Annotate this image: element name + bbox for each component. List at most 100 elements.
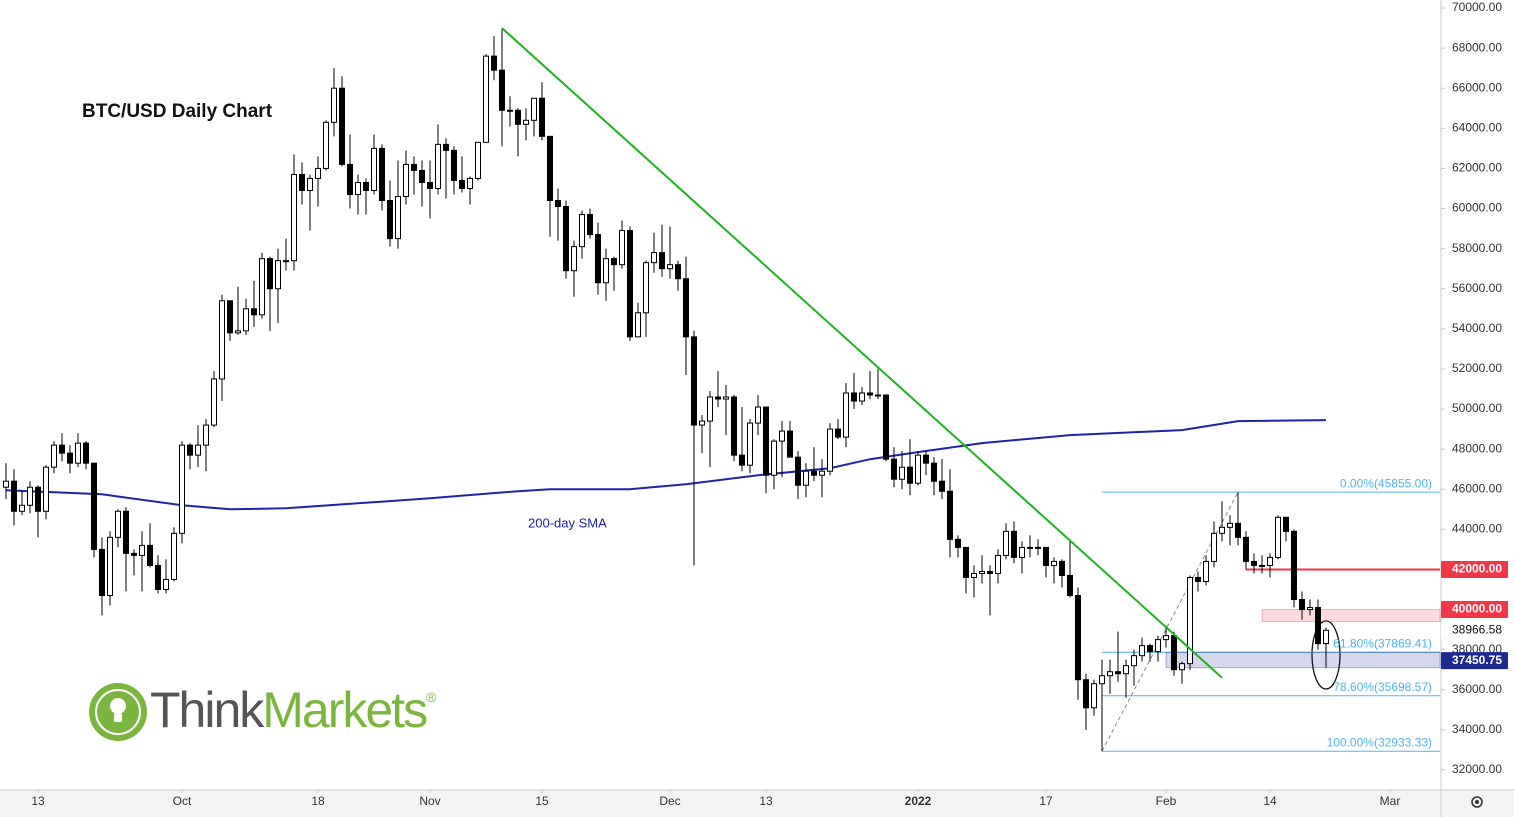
candle-body bbox=[115, 510, 121, 538]
candle-body bbox=[523, 119, 529, 125]
candle-body bbox=[491, 55, 497, 71]
candle-body bbox=[675, 264, 681, 280]
y-tick-label: 32000.00 bbox=[1452, 762, 1502, 776]
settings-icon[interactable] bbox=[1471, 796, 1483, 808]
candle-body bbox=[395, 195, 401, 240]
candle-body bbox=[235, 330, 241, 334]
price-tag-label: 38966.58 bbox=[1452, 622, 1502, 636]
fib-label: 78.60%(35698.57) bbox=[1333, 680, 1432, 694]
x-tick-label: Mar bbox=[1380, 794, 1401, 808]
candle-body bbox=[1187, 576, 1193, 665]
candle-body bbox=[627, 230, 633, 338]
candle-body bbox=[99, 548, 105, 597]
candle-body bbox=[1131, 655, 1137, 667]
candle-body bbox=[1003, 530, 1009, 556]
candle-body bbox=[1163, 635, 1169, 641]
candle-body bbox=[1195, 576, 1201, 582]
logo-markets: Markets bbox=[262, 682, 427, 738]
candle-body bbox=[363, 181, 369, 191]
candle-body bbox=[1283, 516, 1289, 532]
candle-body bbox=[1011, 530, 1017, 558]
candle-body bbox=[1075, 595, 1081, 681]
candle-body bbox=[1267, 556, 1273, 566]
candle-body bbox=[819, 470, 825, 476]
candle-body bbox=[795, 456, 801, 486]
candle-body bbox=[355, 181, 361, 195]
candle-body bbox=[651, 252, 657, 264]
candle-body bbox=[643, 262, 649, 314]
candle-body bbox=[939, 480, 945, 492]
candle-body bbox=[227, 300, 233, 334]
gear-center[interactable] bbox=[1475, 800, 1479, 804]
price-tag-label: 37450.75 bbox=[1452, 653, 1502, 667]
plot: 0.00%(45855.00) 61.80%(37869.41) 78.60%(35… bbox=[3, 27, 1441, 752]
y-tick-label: 60000.00 bbox=[1452, 201, 1502, 215]
candle-body bbox=[1259, 564, 1265, 567]
candle-body bbox=[707, 396, 713, 422]
candle-body bbox=[155, 564, 161, 590]
candle-body bbox=[587, 214, 593, 236]
candle-body bbox=[1043, 546, 1049, 566]
candle-body bbox=[411, 163, 417, 171]
logo-think: Think bbox=[150, 682, 265, 738]
candle-body bbox=[35, 486, 41, 512]
candle-body bbox=[899, 466, 905, 480]
candle-body bbox=[427, 181, 433, 189]
candle-body bbox=[1315, 607, 1321, 645]
logo-bulb-base bbox=[114, 713, 122, 722]
y-tick-label: 56000.00 bbox=[1452, 281, 1502, 295]
y-tick-label: 58000.00 bbox=[1452, 241, 1502, 255]
candle-body bbox=[1275, 516, 1281, 558]
x-tick-label: 18 bbox=[311, 794, 325, 808]
fib-label: 100.00%(32933.33) bbox=[1327, 735, 1432, 749]
candle-body bbox=[203, 424, 209, 446]
candle-body bbox=[827, 428, 833, 472]
candle-body bbox=[387, 200, 393, 240]
candle-body bbox=[875, 394, 881, 397]
price-tag-label: 40000.00 bbox=[1452, 602, 1502, 616]
price-tag bbox=[1441, 560, 1508, 578]
x-tick-label: 14 bbox=[1263, 794, 1277, 808]
candle-body bbox=[907, 466, 913, 484]
candle-body bbox=[307, 177, 313, 191]
price-tag bbox=[1441, 601, 1508, 619]
candle-body bbox=[1035, 546, 1041, 549]
candle-body bbox=[1323, 629, 1329, 645]
candle-body bbox=[883, 394, 889, 460]
candle-body bbox=[291, 173, 297, 262]
candle-body bbox=[403, 163, 409, 197]
level-zone bbox=[1261, 609, 1441, 623]
y-tick-label: 54000.00 bbox=[1452, 321, 1502, 335]
y-tick-label: 70000.00 bbox=[1452, 0, 1502, 14]
candle-body bbox=[611, 258, 617, 266]
candle-body bbox=[139, 544, 145, 556]
candle-body bbox=[555, 200, 561, 208]
y-tick-label: 48000.00 bbox=[1452, 441, 1502, 455]
candle-body bbox=[595, 234, 601, 284]
candle-body bbox=[1307, 607, 1313, 611]
candle-body bbox=[763, 406, 769, 476]
candle-body bbox=[1027, 546, 1033, 549]
candle-body bbox=[515, 109, 521, 125]
gear[interactable] bbox=[1471, 796, 1483, 808]
candle-body bbox=[275, 260, 281, 290]
candle-body bbox=[715, 396, 721, 400]
candle-body bbox=[187, 444, 193, 456]
y-tick-label: 64000.00 bbox=[1452, 120, 1502, 134]
candle-body bbox=[1251, 560, 1257, 566]
candle-body bbox=[1099, 675, 1105, 685]
candle-body bbox=[963, 546, 969, 578]
candle-body bbox=[419, 169, 425, 183]
logo-text: ThinkMarkets® bbox=[150, 682, 437, 738]
candle-body bbox=[3, 480, 9, 488]
candle-body bbox=[75, 442, 81, 464]
candle-body bbox=[835, 428, 841, 438]
price-tag-label: 42000.00 bbox=[1452, 562, 1502, 576]
x-tick-label: Feb bbox=[1156, 794, 1177, 808]
candle-body bbox=[1291, 530, 1297, 601]
price-tag bbox=[1441, 652, 1508, 670]
candle-body bbox=[923, 454, 929, 464]
candle-body bbox=[1227, 522, 1233, 528]
candle-body bbox=[787, 430, 793, 458]
candle-body bbox=[731, 396, 737, 456]
